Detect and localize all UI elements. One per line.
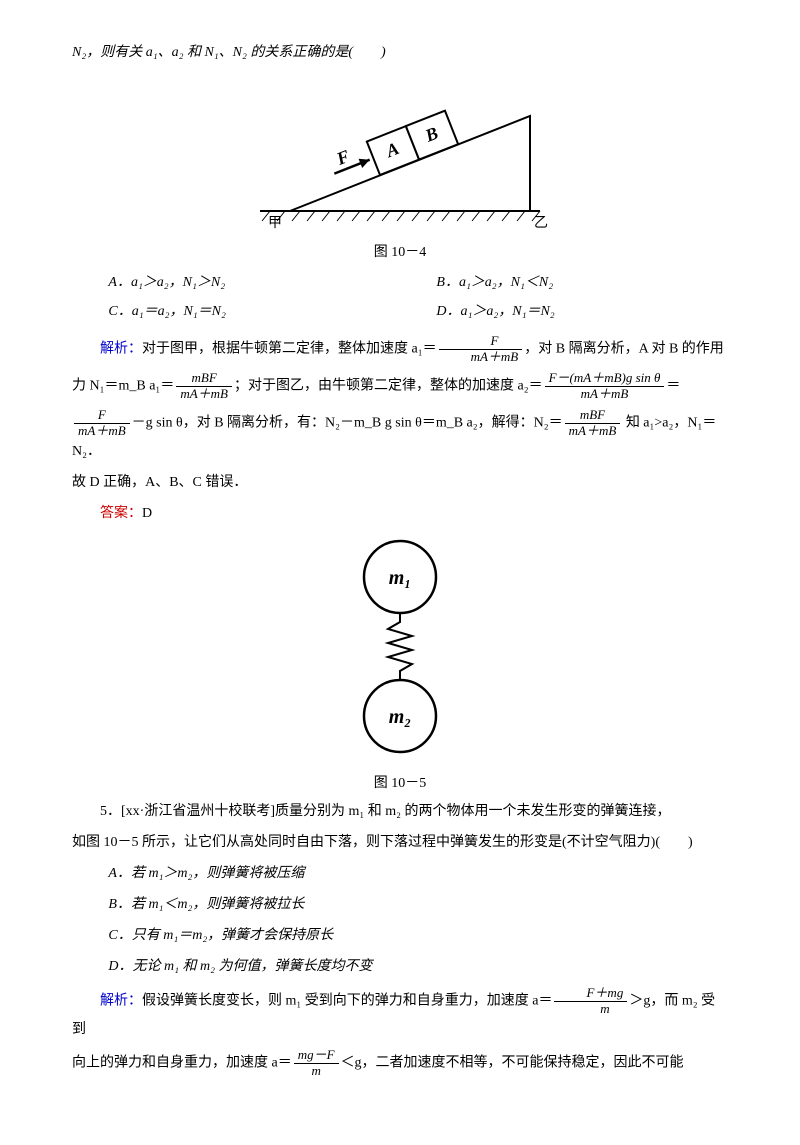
force-F-label: F	[333, 146, 352, 169]
answer-label: 答案：	[100, 506, 142, 521]
frac-N1: mBFmA＋mB	[176, 371, 232, 402]
q5-optC: C．只有 m₁＝m₂，弹簧才会保持原长	[72, 923, 728, 948]
q5-line1: 5．[xx·浙江省温州十校联考]质量分别为 m₁ 和 m₂ 的两个物体用一个未发…	[72, 799, 728, 824]
intro-line: N₂，则有关 a₁、a₂ 和 N₁、N₂ 的关系正确的是( )	[72, 40, 728, 65]
option-B: B．a₁＞a₂，N₁＜N₂	[400, 270, 728, 295]
frac-N2: mBFmA＋mB	[565, 408, 621, 439]
frac-2-2: mg－Fm	[294, 1048, 339, 1079]
answer1: 答案：D	[72, 501, 728, 526]
analysis1-line2: 力 N₁＝m_B a₁＝mBFmA＋mB；对于图乙，由牛顿第二定律，整体的加速度…	[72, 371, 728, 402]
frac-a1: FmA＋mB	[439, 334, 523, 365]
q5-optA: A．若 m₁＞m₂，则弹簧将被压缩	[72, 861, 728, 886]
m1-label: m₁	[389, 567, 412, 589]
analysis2-label: 解析：	[100, 993, 142, 1008]
analysis2-line1: 解析：假设弹簧长度变长，则 m₁ 受到向下的弹力和自身重力，加速度 a＝F＋mg…	[72, 986, 728, 1042]
option-D: D．a₁＞a₂，N₁＝N₂	[400, 299, 728, 324]
m2-label: m₂	[389, 706, 412, 728]
q5-optD: D．无论 m₁ 和 m₂ 为何值，弹簧长度均不变	[72, 954, 728, 979]
figure-10-4: A B F 甲 乙 图 10－4	[72, 71, 728, 265]
q5-line2: 如图 10－5 所示，让它们从高处同时自由下落，则下落过程中弹簧发生的形变是(不…	[72, 830, 728, 855]
label-right: 乙	[534, 215, 548, 231]
options-q4: A．a₁＞a₂，N₁＞N₂ B．a₁＞a₂，N₁＜N₂ C．a₁＝a₂，N₁＝N…	[72, 270, 728, 328]
option-A: A．a₁＞a₂，N₁＞N₂	[72, 270, 400, 295]
frac-a2b: FmA＋mB	[74, 408, 130, 439]
analysis1-line3: FmA＋mB－g sin θ，对 B 隔离分析，有：N₂－m_B g sin θ…	[72, 408, 728, 464]
spring-diagram: m₁ m₂	[320, 532, 480, 762]
figure2-caption: 图 10－5	[72, 771, 728, 796]
intro-text: N₂，则有关 a₁、a₂ 和 N₁、N₂ 的关系正确的是( )	[72, 45, 386, 60]
q5-optB: B．若 m₁＜m₂，则弹簧将被拉长	[72, 892, 728, 917]
option-C: C．a₁＝a₂，N₁＝N₂	[72, 299, 400, 324]
analysis2-line2: 向上的弹力和自身重力，加速度 a＝mg－Fm＜g，二者加速度不相等，不可能保持稳…	[72, 1048, 728, 1079]
figure-10-5: m₁ m₂ 图 10－5	[72, 532, 728, 796]
figure1-caption: 图 10－4	[72, 240, 728, 265]
label-left: 甲	[268, 216, 282, 231]
frac-a2: F－(mA＋mB)g sin θmA＋mB	[545, 371, 665, 402]
frac-2-1: F＋mgm	[554, 986, 627, 1017]
incline-diagram: A B F 甲 乙	[230, 71, 570, 231]
analysis1-line4: 故 D 正确，A、B、C 错误．	[72, 470, 728, 495]
analysis1-line1: 解析：对于图甲，根据牛顿第二定律，整体加速度 a₁＝FmA＋mB，对 B 隔离分…	[72, 334, 728, 365]
q5-bracket: [xx·浙江省温州十校联考]	[121, 804, 275, 819]
q5-prefix: 5．	[100, 804, 121, 819]
analysis-label: 解析：	[100, 342, 142, 357]
